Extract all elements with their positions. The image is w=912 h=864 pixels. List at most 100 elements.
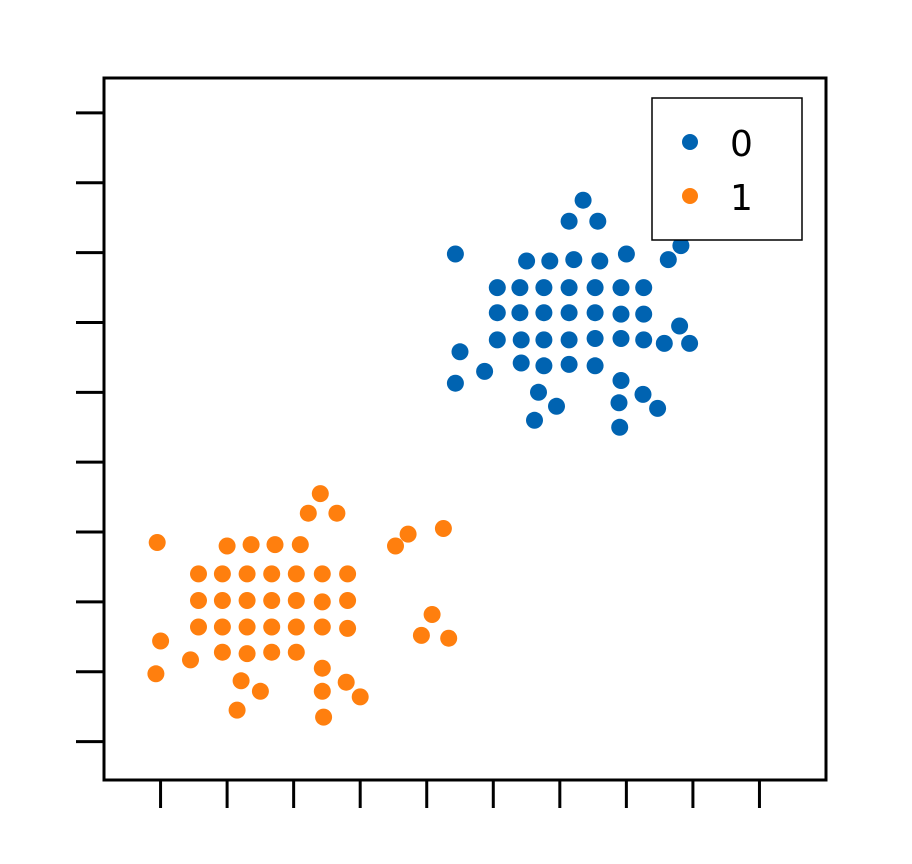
point-series-1-39 xyxy=(263,643,281,661)
point-series-0-47 xyxy=(610,394,628,412)
point-series-1-11 xyxy=(190,565,207,583)
point-series-1-41 xyxy=(147,665,165,683)
point-series-1-42 xyxy=(232,672,250,690)
point-series-1-37 xyxy=(213,643,231,661)
point-series-1-26 xyxy=(213,618,231,636)
point-series-0-9 xyxy=(591,252,609,270)
point-series-0-17 xyxy=(635,279,653,297)
point-series-1-13 xyxy=(238,565,256,583)
point-series-1-33 xyxy=(412,626,430,644)
point-series-1-23 xyxy=(313,593,331,611)
point-series-0-14 xyxy=(560,279,578,297)
y-axis-ticks xyxy=(76,111,104,744)
point-series-1-17 xyxy=(339,565,357,583)
legend: 0 1 xyxy=(651,97,803,241)
point-series-1-4 xyxy=(399,525,417,543)
point-series-1-35 xyxy=(152,632,170,650)
point-series-1-22 xyxy=(287,592,305,609)
point-series-1-27 xyxy=(238,618,256,636)
point-series-0-4 xyxy=(617,245,635,263)
point-series-1-40 xyxy=(287,643,305,661)
point-series-1-8 xyxy=(242,536,260,554)
point-series-0-26 xyxy=(488,331,506,349)
point-series-1-5 xyxy=(148,534,166,551)
point-series-0-28 xyxy=(535,331,553,349)
point-series-1-12 xyxy=(213,565,231,583)
point-series-0-31 xyxy=(612,330,630,347)
point-series-0-36 xyxy=(476,362,494,380)
plot-frame xyxy=(102,76,828,782)
point-series-0-15 xyxy=(586,279,604,297)
point-series-0-20 xyxy=(535,304,553,322)
point-series-1-6 xyxy=(387,537,404,555)
point-series-0-19 xyxy=(511,304,529,322)
point-series-0-13 xyxy=(535,279,553,297)
point-series-0-37 xyxy=(512,354,530,372)
point-series-1-24 xyxy=(339,592,357,609)
point-series-1-20 xyxy=(238,592,256,609)
legend-marker-0 xyxy=(682,134,698,150)
point-series-1-45 xyxy=(337,673,355,691)
point-series-0-6 xyxy=(518,252,536,270)
point-series-0-34 xyxy=(681,334,699,352)
legend-box xyxy=(651,97,803,241)
point-series-0-22 xyxy=(586,304,604,322)
point-series-1-9 xyxy=(266,536,284,554)
point-series-1-16 xyxy=(313,565,331,583)
point-series-0-7 xyxy=(541,252,559,270)
point-series-1-44 xyxy=(313,659,331,677)
point-series-0-12 xyxy=(511,279,529,297)
point-series-0-45 xyxy=(634,385,652,403)
point-series-1-0 xyxy=(311,485,329,503)
point-series-1-34 xyxy=(440,629,458,647)
point-series-1-48 xyxy=(228,701,246,719)
point-series-0-46 xyxy=(526,411,543,429)
point-series-0-40 xyxy=(586,357,604,375)
legend-label-0: 0 xyxy=(730,124,753,165)
point-series-0-18 xyxy=(488,304,506,322)
point-series-0-3 xyxy=(446,245,464,263)
point-series-0-25 xyxy=(671,317,689,335)
point-series-1-29 xyxy=(287,618,305,636)
point-series-1-1 xyxy=(299,504,317,522)
point-series-0-38 xyxy=(535,357,553,375)
point-series-1-18 xyxy=(190,592,207,609)
point-series-0-32 xyxy=(635,331,653,349)
point-series-1-19 xyxy=(213,592,231,609)
point-series-0-33 xyxy=(655,334,673,352)
point-series-0-24 xyxy=(635,305,653,323)
point-series-0-2 xyxy=(589,212,607,230)
point-series-0-39 xyxy=(560,355,578,373)
point-series-1-46 xyxy=(351,688,369,706)
point-series-0-43 xyxy=(548,397,565,415)
point-series-0-48 xyxy=(649,399,667,417)
point-series-1-14 xyxy=(263,565,281,583)
point-series-1-49 xyxy=(315,708,333,726)
point-series-0-1 xyxy=(560,212,578,230)
point-series-1-36 xyxy=(182,651,199,669)
point-series-1-25 xyxy=(190,618,207,636)
point-series-0-21 xyxy=(560,304,578,322)
point-series-1-31 xyxy=(339,619,357,637)
point-series-0-44 xyxy=(612,372,630,389)
point-series-1-3 xyxy=(434,520,452,537)
point-series-0-5 xyxy=(672,237,690,255)
point-series-0-8 xyxy=(565,251,583,269)
point-series-0-0 xyxy=(574,191,592,209)
point-series-1-43 xyxy=(251,682,269,700)
points-layer xyxy=(147,191,699,726)
x-axis-ticks xyxy=(159,780,761,808)
point-series-0-11 xyxy=(488,279,506,297)
point-series-1-7 xyxy=(218,537,236,555)
point-series-0-30 xyxy=(586,330,604,347)
point-series-1-30 xyxy=(313,618,331,636)
point-series-0-23 xyxy=(612,305,630,323)
point-series-1-15 xyxy=(287,565,305,583)
point-series-1-28 xyxy=(263,618,281,636)
legend-marker-1 xyxy=(682,188,698,204)
point-series-0-41 xyxy=(446,374,464,392)
point-series-0-35 xyxy=(451,343,469,361)
legend-label-1: 1 xyxy=(730,178,753,219)
point-series-0-42 xyxy=(530,383,547,401)
